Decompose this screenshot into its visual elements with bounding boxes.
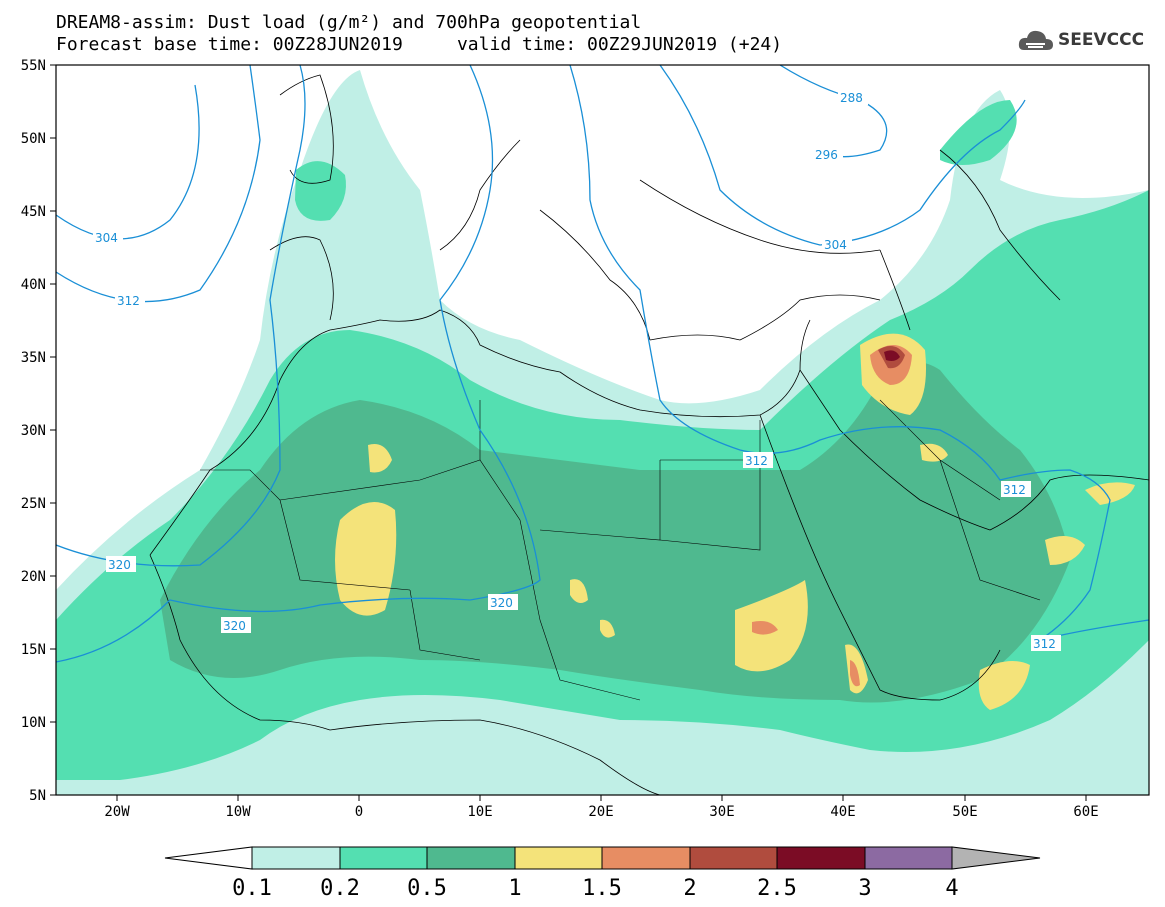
title-line-1: DREAM8-assim: Dust load (g/m²) and 700hP… <box>56 12 642 33</box>
lat-label-40n: 40N <box>21 277 46 293</box>
colorbar-label-2: 2 <box>683 876 696 901</box>
colorbar-labels: 0.1 0.2 0.5 1 1.5 2 2.5 3 4 <box>232 876 959 901</box>
contour-label-312b: 312 <box>745 454 768 468</box>
dust-band-dark <box>160 362 1070 703</box>
lat-label-20n: 20N <box>21 569 46 585</box>
lon-axis <box>116 795 1087 801</box>
lat-label-55n: 55N <box>21 58 46 74</box>
lon-label-0: 0 <box>355 804 363 820</box>
dust-band-yellow-9 <box>600 619 615 638</box>
title-line-2: Forecast base time: 00Z28JUN2019 valid t… <box>56 34 783 55</box>
contour-label-320c: 320 <box>223 619 246 633</box>
lat-label-45n: 45N <box>21 204 46 220</box>
lat-label-15n: 15N <box>21 642 46 658</box>
contour-label-312c: 312 <box>1003 483 1026 497</box>
coastlines <box>149 74 1149 795</box>
dust-band-yellow-6 <box>1045 536 1085 565</box>
dust-band-yellow-10 <box>920 443 948 462</box>
lon-labels: 20W 10W 0 10E 20E 30E 40E 50E 60E <box>104 804 1098 820</box>
lat-label-5n: 5N <box>29 788 46 804</box>
lat-label-10n: 10N <box>21 715 46 731</box>
colorbar-low-arrow <box>164 846 253 870</box>
lon-label-20e: 20E <box>588 804 613 820</box>
lon-label-50e: 50E <box>952 804 977 820</box>
lat-axis <box>50 64 56 796</box>
dust-band-green-north <box>295 161 346 221</box>
lon-label-40e: 40E <box>830 804 855 820</box>
lon-label-60e: 60E <box>1073 804 1098 820</box>
colorbar-label-0.5: 0.5 <box>407 876 447 901</box>
colorbar-swatch-6 <box>776 846 866 870</box>
contour-label-320b: 320 <box>490 596 513 610</box>
lon-label-10e: 10E <box>467 804 492 820</box>
contour-labels: 288 296 304 304 312 312 312 320 320 320 … <box>93 89 1061 651</box>
colorbar-label-0.2: 0.2 <box>320 876 360 901</box>
country-borders <box>200 399 1041 701</box>
colorbar-label-1.5: 1.5 <box>582 876 622 901</box>
colorbar-swatch-1 <box>339 846 428 870</box>
dust-band-orange-2 <box>752 621 778 635</box>
dust-band-yellow-5 <box>978 661 1030 710</box>
colorbar-swatch-0 <box>251 846 341 870</box>
contour-label-288: 288 <box>840 91 863 105</box>
contour-label-296: 296 <box>815 148 838 162</box>
colorbar-swatch-3 <box>514 846 603 870</box>
dust-band-yellow-7 <box>1085 482 1135 505</box>
dust-field <box>56 65 1149 795</box>
geopotential-contours <box>56 65 1149 663</box>
colorbar-label-3: 3 <box>858 876 871 901</box>
lat-label-35n: 35N <box>21 350 46 366</box>
colorbar-swatch-4 <box>601 846 691 870</box>
colorbar-label-0.1: 0.1 <box>232 876 272 901</box>
lat-label-30n: 30N <box>21 423 46 439</box>
dust-band-maroon <box>884 350 900 361</box>
colorbar-high-arrow <box>951 846 1041 870</box>
colorbar-swatch-2 <box>426 846 516 870</box>
cloud-icon <box>1018 30 1053 50</box>
lon-label-20w: 20W <box>104 804 130 820</box>
colorbar-swatch-5 <box>689 846 778 870</box>
contour-label-320a: 320 <box>108 558 131 572</box>
contour-label-312a: 312 <box>117 294 140 308</box>
contour-label-312d: 312 <box>1033 637 1056 651</box>
colorbar-label-4: 4 <box>945 876 958 901</box>
logo-text: SEEVCCC <box>1058 30 1145 50</box>
seevccc-logo: SEEVCCC <box>1018 24 1158 58</box>
dust-band-green-caspian <box>940 100 1017 165</box>
colorbar-label-1: 1 <box>508 876 521 901</box>
colorbar-label-2.5: 2.5 <box>757 876 797 901</box>
lon-label-30e: 30E <box>709 804 734 820</box>
lat-labels: 55N 50N 45N 40N 35N 30N 25N 20N 15N 10N … <box>21 58 46 804</box>
lon-label-10w: 10W <box>225 804 251 820</box>
lat-label-50n: 50N <box>21 131 46 147</box>
lat-label-25n: 25N <box>21 496 46 512</box>
contour-label-304a: 304 <box>95 231 118 245</box>
dust-band-orange-3 <box>850 660 860 687</box>
dust-band-yellow-8 <box>570 579 588 604</box>
contour-label-304b: 304 <box>824 238 847 252</box>
dust-band-yellow-2 <box>368 444 392 473</box>
colorbar <box>164 846 1041 870</box>
colorbar-swatch-7 <box>864 846 953 870</box>
